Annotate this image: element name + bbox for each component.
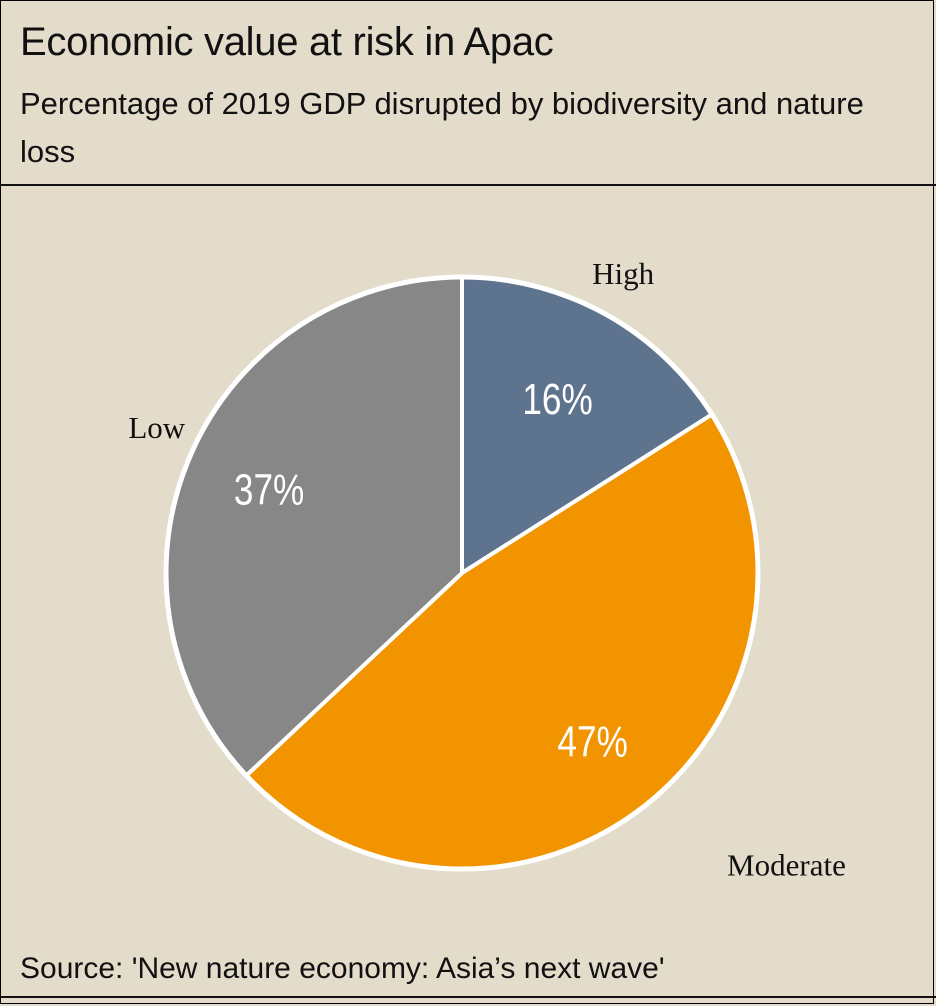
pie-category-label-moderate: Moderate xyxy=(727,848,846,883)
pie-value-label-low: 37% xyxy=(234,466,304,515)
pie-category-label-low: Low xyxy=(128,410,185,445)
source-note: Source: 'New nature economy: Asia’s next… xyxy=(20,952,665,985)
pie-category-labels: High Moderate Low xyxy=(128,256,845,883)
pie-value-labels: 16% 47% 37% xyxy=(234,376,628,767)
pie-outline xyxy=(163,274,761,872)
pie-value-label-moderate: 47% xyxy=(557,718,627,767)
pie-value-label-high: 16% xyxy=(522,376,592,425)
chart-title: Economic value at risk in Apac xyxy=(20,20,554,64)
chart-subtitle: Percentage of 2019 GDP disrupted by biod… xyxy=(20,86,864,169)
pie-slices xyxy=(163,274,761,872)
pie-chart: 16% 47% 37% High Moderate Low xyxy=(128,256,845,883)
bottom-rule xyxy=(0,996,936,998)
chart-header: Economic value at risk in Apac Percentag… xyxy=(0,0,936,186)
pie-category-label-high: High xyxy=(592,256,655,291)
